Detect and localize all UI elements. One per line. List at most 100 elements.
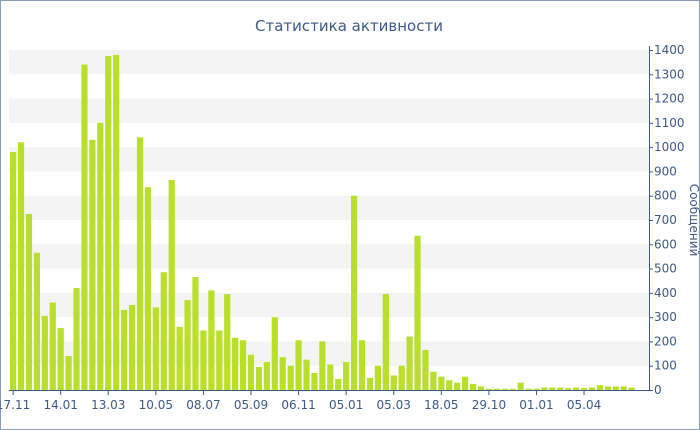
bar [580,388,588,390]
bar [216,330,223,390]
bar [612,386,619,390]
x-tick-label: 01.01 [519,398,553,412]
bar [501,388,508,390]
y-tick-label: 1400 [654,43,685,57]
bar [398,365,405,390]
bar [41,315,48,390]
bar [255,366,263,390]
x-tick-label: 14.01 [44,398,78,412]
bar [25,213,33,390]
bar [469,383,477,390]
bar [121,309,128,390]
x-tick-label: 18.05 [424,398,458,412]
bar [406,336,413,390]
bar [454,382,461,390]
bar [49,302,56,390]
bar [239,340,247,390]
bar [485,388,492,390]
bar [295,340,302,390]
y-tick-label: 800 [654,189,677,203]
bar [287,365,294,390]
bar [438,376,445,390]
bar [192,277,199,390]
bar [573,387,580,390]
x-axis-ticks: 17.11 14.01 13.03 10.05 08.07 05.09 06.11 05.01… [0,390,601,412]
bar [549,387,556,390]
x-tick-label: 13.03 [91,398,125,412]
y-axis-label: Сообщений [687,184,700,257]
bar [327,364,334,390]
grid-bands [9,50,649,366]
x-tick-label: 05.09 [234,398,268,412]
x-tick-label: 05.04 [567,398,601,412]
bar-series [10,54,635,391]
bar [57,328,64,390]
bar [160,272,167,390]
bar [446,380,453,390]
chart-title: Статистика активности [255,17,443,35]
bar [319,341,326,390]
bar [343,362,350,390]
bar [628,387,635,390]
bar [596,385,604,390]
bar [271,317,278,390]
x-tick-label: 06.11 [281,398,315,412]
bar [65,356,72,390]
y-tick-label: 900 [654,164,677,178]
bar [144,187,152,390]
grid-band [9,244,649,269]
bar [477,386,485,390]
x-tick-label: 10.05 [139,398,173,412]
y-tick-label: 600 [654,237,677,251]
y-tick-label: 700 [654,213,677,227]
bar [184,300,191,390]
bar [533,388,540,390]
bar [73,288,80,390]
grid-band [9,147,649,172]
bar [565,388,572,390]
bar [335,379,342,390]
bar [136,137,144,390]
bar [358,340,366,390]
bar [414,235,421,390]
x-tick-label: 05.01 [329,398,363,412]
bar [430,371,437,390]
grid-band [9,50,649,75]
y-tick-label: 0 [654,383,662,397]
bar [168,179,175,390]
bar [390,375,397,390]
y-tick-label: 1300 [654,67,685,81]
grid-band [9,98,649,123]
y-tick-label: 100 [654,359,677,373]
grid-band [9,292,649,318]
y-tick-label: 300 [654,310,677,324]
bar [493,388,500,390]
bar [311,373,318,390]
bar [350,195,358,390]
y-tick-label: 500 [654,262,677,276]
y-tick-label: 1000 [654,140,685,154]
bar [33,252,40,390]
bar [200,330,207,390]
bar [541,387,548,390]
bar [263,362,270,390]
bar [247,354,255,390]
bar [17,142,25,390]
bar [509,388,516,390]
bar [232,337,239,390]
bar [303,359,310,390]
y-tick-label: 1100 [654,116,685,130]
bar [152,307,159,390]
y-tick-label: 200 [654,334,677,348]
bar [81,64,88,390]
x-tick-label: 05.03 [377,398,411,412]
bar [525,388,532,390]
bar [279,357,286,390]
bar [588,387,596,390]
bar [374,365,381,390]
bar [105,56,112,390]
bar [176,326,183,390]
bar [128,305,136,390]
x-tick-label: 17.11 [0,398,30,412]
bar [97,122,104,391]
